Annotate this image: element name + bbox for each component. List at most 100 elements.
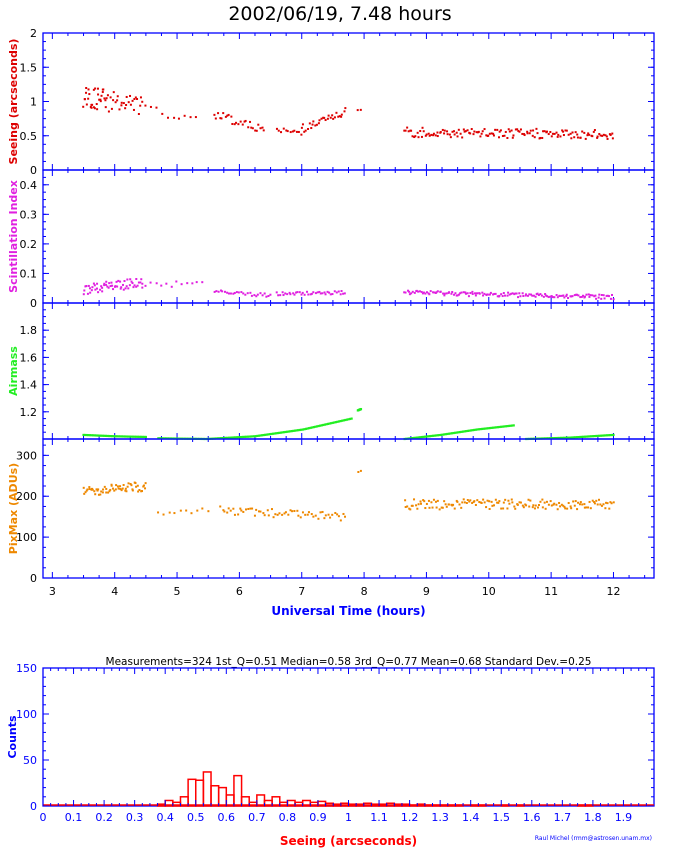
data-point: [531, 506, 534, 509]
data-point: [571, 131, 574, 134]
data-point: [214, 117, 217, 120]
data-point: [116, 485, 119, 488]
data-point: [157, 437, 160, 440]
data-point: [141, 286, 144, 289]
data-point: [447, 432, 450, 435]
data-point: [173, 512, 176, 515]
data-point: [436, 499, 439, 502]
data-point: [444, 503, 447, 506]
data-point: [350, 417, 353, 420]
data-point: [445, 505, 448, 508]
data-point: [611, 137, 614, 140]
data-point: [501, 135, 504, 138]
data-point: [324, 119, 327, 122]
data-point: [599, 503, 602, 506]
data-point: [579, 501, 582, 504]
data-point: [136, 484, 139, 487]
y-tick-label: 1.5: [20, 61, 38, 74]
data-point: [579, 296, 582, 299]
x-tick-label: 3: [49, 585, 56, 598]
data-point: [403, 129, 406, 132]
data-point: [249, 291, 252, 294]
data-point: [507, 499, 510, 502]
histogram-bar: [271, 796, 281, 807]
data-point: [498, 500, 501, 503]
data-point: [581, 503, 584, 506]
data-point: [562, 294, 565, 297]
data-point: [494, 292, 497, 295]
data-point: [584, 295, 587, 298]
data-point: [322, 423, 325, 427]
data-point: [516, 128, 519, 131]
data-point: [110, 281, 113, 284]
data-point: [344, 107, 347, 110]
data-point: [575, 293, 578, 296]
data-point: [94, 288, 97, 291]
data-point: [289, 430, 292, 433]
data-point: [481, 130, 484, 133]
data-point: [593, 435, 596, 438]
data-point: [599, 434, 602, 437]
data-point: [490, 132, 493, 135]
data-point: [127, 482, 130, 485]
data-point: [85, 433, 88, 437]
data-point: [177, 117, 180, 120]
data-point: [514, 507, 517, 510]
data-point: [459, 292, 462, 295]
data-point: [253, 294, 256, 297]
data-point: [315, 425, 319, 428]
data-point: [291, 510, 294, 513]
data-point: [96, 108, 99, 111]
data-point: [499, 129, 502, 132]
data-point: [195, 281, 198, 284]
data-point: [510, 129, 513, 132]
data-point: [605, 135, 608, 138]
data-point: [342, 292, 345, 295]
data-point: [87, 88, 90, 91]
data-point: [170, 285, 173, 288]
data-point: [593, 502, 596, 505]
data-point: [612, 433, 615, 437]
data-point: [562, 130, 565, 133]
data-point: [555, 436, 558, 440]
data-point: [558, 436, 561, 440]
data-point: [140, 278, 143, 281]
data-point: [463, 501, 466, 504]
data-point: [282, 294, 285, 297]
data-point: [227, 113, 230, 116]
data-point: [518, 501, 521, 504]
data-point: [247, 507, 250, 510]
data-point: [257, 434, 261, 437]
data-point: [139, 96, 142, 99]
data-point: [356, 109, 359, 112]
data-point: [550, 504, 553, 507]
data-point: [307, 127, 310, 130]
data-point: [87, 284, 90, 287]
data-point: [565, 129, 568, 132]
data-point: [237, 123, 240, 126]
data-point: [116, 285, 119, 288]
data-point: [580, 435, 583, 438]
data-point: [119, 485, 122, 488]
data-point: [408, 290, 411, 293]
data-point: [95, 287, 98, 290]
data-point: [608, 507, 611, 510]
data-point: [83, 98, 86, 101]
data-point: [94, 493, 97, 496]
x-tick-label: 0.3: [126, 811, 144, 824]
data-point: [120, 101, 123, 104]
data-point: [261, 126, 264, 129]
x-tick-label: 1.6: [523, 811, 541, 824]
data-point: [514, 128, 517, 131]
data-point: [584, 137, 587, 140]
data-point: [567, 133, 570, 136]
data-point: [312, 120, 315, 123]
data-point: [539, 136, 542, 139]
data-point: [276, 513, 279, 516]
data-point: [417, 436, 420, 439]
data-point: [433, 291, 436, 294]
data-point: [587, 506, 590, 509]
data-point: [445, 292, 448, 295]
data-point: [259, 292, 262, 295]
data-point: [439, 131, 442, 134]
